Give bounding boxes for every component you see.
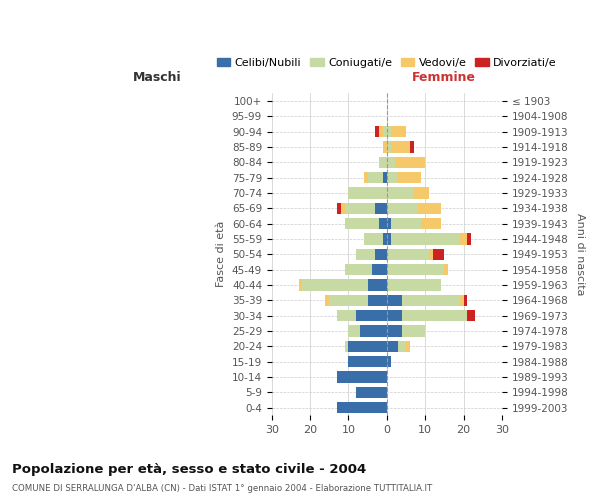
Bar: [344, 340, 349, 352]
Bar: [368, 279, 387, 290]
Bar: [395, 156, 425, 168]
Bar: [460, 233, 467, 244]
Bar: [376, 202, 387, 214]
Bar: [387, 279, 440, 290]
Bar: [349, 187, 387, 198]
Bar: [387, 264, 445, 276]
Bar: [344, 264, 371, 276]
Bar: [402, 294, 460, 306]
Bar: [337, 402, 387, 413]
Bar: [387, 294, 402, 306]
Bar: [364, 233, 383, 244]
Bar: [387, 172, 398, 184]
Text: Femmine: Femmine: [412, 70, 476, 84]
Bar: [383, 142, 387, 152]
Bar: [383, 233, 387, 244]
Bar: [391, 233, 460, 244]
Bar: [349, 340, 387, 352]
Bar: [337, 202, 341, 214]
Bar: [360, 325, 387, 336]
Bar: [356, 386, 387, 398]
Bar: [341, 202, 344, 214]
Bar: [383, 126, 387, 138]
Bar: [302, 279, 368, 290]
Bar: [421, 218, 440, 230]
Text: COMUNE DI SERRALUNGA D'ALBA (CN) - Dati ISTAT 1° gennaio 2004 - Elaborazione TUT: COMUNE DI SERRALUNGA D'ALBA (CN) - Dati …: [12, 484, 432, 493]
Bar: [398, 340, 406, 352]
Bar: [402, 325, 425, 336]
Bar: [383, 172, 387, 184]
Bar: [464, 294, 467, 306]
Bar: [349, 325, 360, 336]
Bar: [387, 202, 418, 214]
Bar: [445, 264, 448, 276]
Bar: [418, 202, 440, 214]
Y-axis label: Fasce di età: Fasce di età: [216, 221, 226, 288]
Bar: [387, 218, 391, 230]
Bar: [356, 248, 376, 260]
Bar: [387, 340, 398, 352]
Bar: [299, 279, 302, 290]
Bar: [356, 310, 387, 322]
Bar: [379, 218, 387, 230]
Bar: [402, 310, 467, 322]
Bar: [413, 187, 429, 198]
Bar: [379, 156, 387, 168]
Text: Popolazione per età, sesso e stato civile - 2004: Popolazione per età, sesso e stato civil…: [12, 462, 366, 475]
Bar: [387, 142, 391, 152]
Bar: [371, 264, 387, 276]
Bar: [391, 218, 421, 230]
Bar: [329, 294, 368, 306]
Legend: Celibi/Nubili, Coniugati/e, Vedovi/e, Divorziati/e: Celibi/Nubili, Coniugati/e, Vedovi/e, Di…: [212, 54, 561, 72]
Bar: [467, 310, 475, 322]
Bar: [379, 126, 383, 138]
Bar: [364, 172, 368, 184]
Bar: [376, 248, 387, 260]
Bar: [387, 187, 413, 198]
Bar: [337, 371, 387, 382]
Bar: [349, 356, 387, 368]
Bar: [325, 294, 329, 306]
Bar: [433, 248, 445, 260]
Bar: [387, 310, 402, 322]
Bar: [387, 126, 391, 138]
Bar: [344, 202, 376, 214]
Bar: [387, 156, 395, 168]
Bar: [406, 340, 410, 352]
Bar: [391, 142, 410, 152]
Bar: [368, 294, 387, 306]
Bar: [467, 233, 471, 244]
Bar: [410, 142, 413, 152]
Bar: [387, 233, 391, 244]
Bar: [429, 248, 433, 260]
Bar: [387, 356, 391, 368]
Bar: [387, 325, 402, 336]
Bar: [344, 218, 379, 230]
Bar: [368, 172, 383, 184]
Bar: [387, 248, 429, 260]
Bar: [398, 172, 421, 184]
Bar: [460, 294, 464, 306]
Y-axis label: Anni di nascita: Anni di nascita: [575, 213, 585, 296]
Bar: [376, 126, 379, 138]
Bar: [337, 310, 356, 322]
Text: Maschi: Maschi: [133, 70, 181, 84]
Bar: [391, 126, 406, 138]
